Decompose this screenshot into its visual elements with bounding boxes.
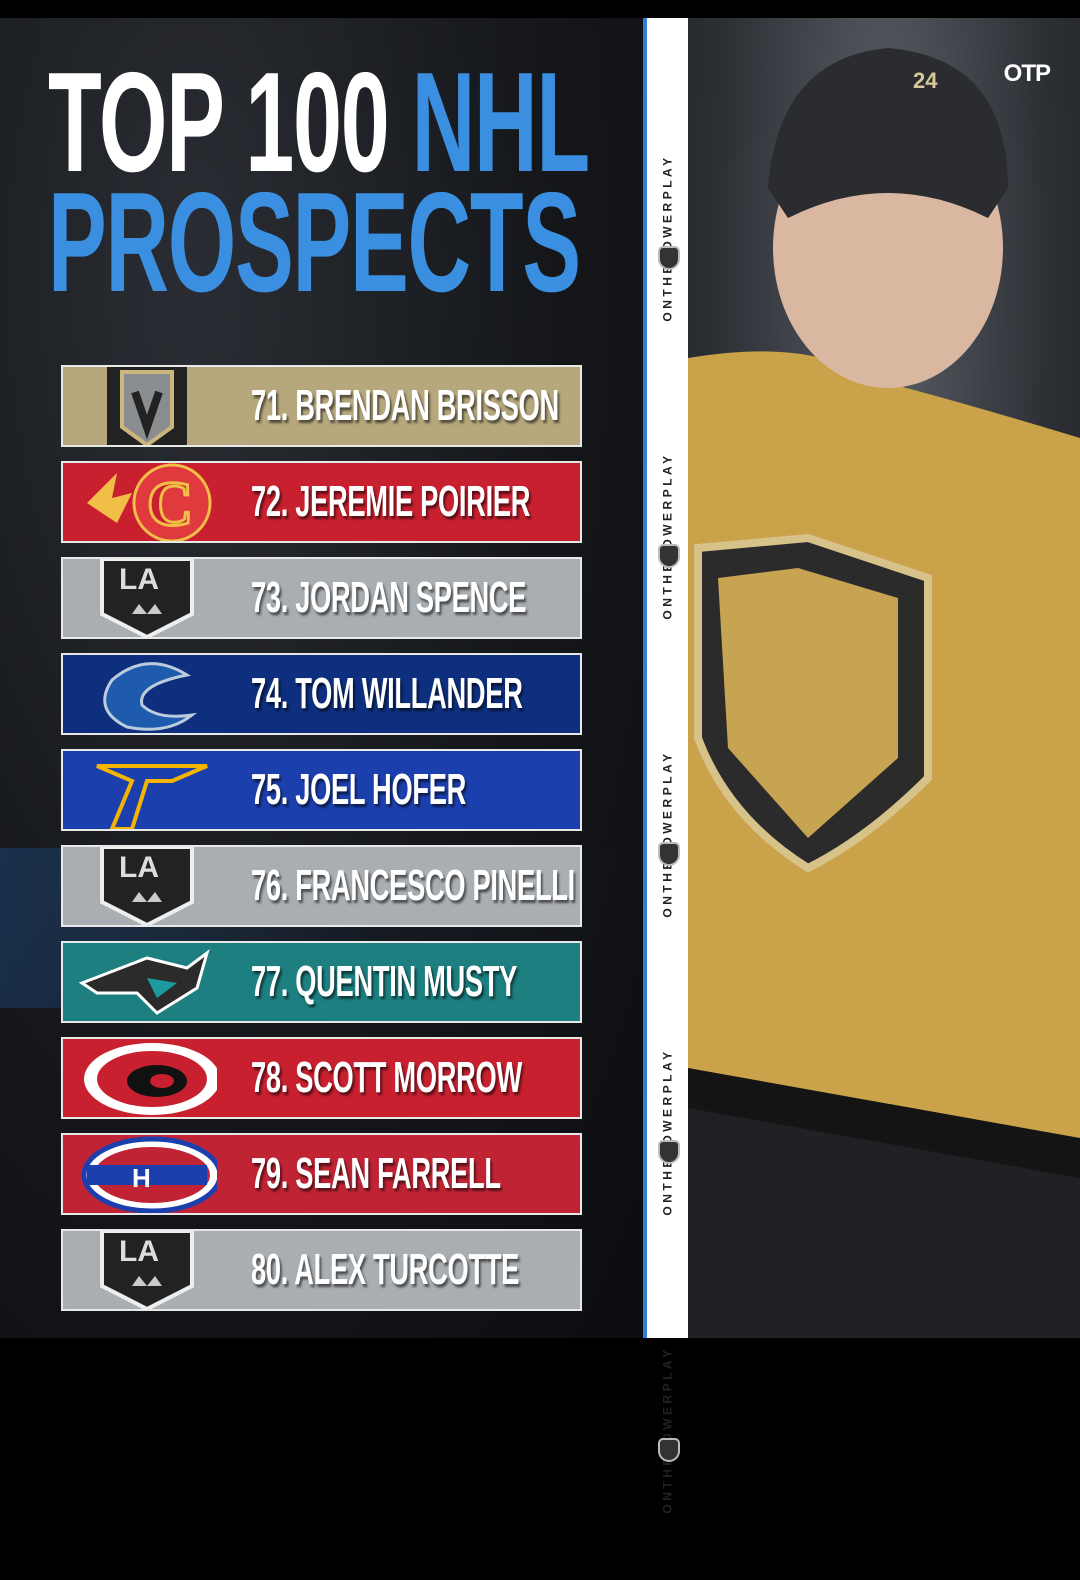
prospect-row: C 72. JEREMIE POIRIER [61,461,582,543]
nhl-shield-icon [658,544,680,568]
title-line-1: TOP 100 NHL [48,52,590,194]
prospect-row: 71. BRENDAN BRISSON [61,365,582,447]
prospect-row: LA 73. JORDAN SPENCE [61,557,582,639]
nhl-shield-icon [658,1140,680,1164]
prospect-name: 72. JEREMIE POIRIER [251,477,531,526]
strip-text: ONTHEPOWERPLAY [657,684,679,984]
svg-text:H: H [132,1163,151,1193]
strip-text: ONTHEPOWERPLAY [657,88,679,388]
prospect-row: 74. TOM WILLANDER [61,653,582,735]
vancouver-canucks-icon [63,655,231,733]
prospect-name: 78. SCOTT MORROW [251,1053,522,1102]
brand-strip: ONTHEPOWERPLAY ONTHEPOWERPLAY ONTHEPOWERPL… [643,18,688,1514]
los-angeles-kings-icon: LA [63,1231,231,1309]
strip-label: ONTHEPOWERPLAY [661,154,675,322]
carolina-hurricanes-icon [63,1039,231,1117]
montreal-canadiens-icon: H [63,1135,231,1213]
prospect-name: 74. TOM WILLANDER [251,669,523,718]
prospect-name: 73. JORDAN SPENCE [251,573,527,622]
player-illustration: 24 [688,48,1080,1338]
prospect-name: 76. FRANCESCO PINELLI [251,861,575,910]
prospect-row: 75. JOEL HOFER [61,749,582,831]
svg-text:24: 24 [913,68,938,93]
los-angeles-kings-icon: LA [63,559,231,637]
nhl-shield-icon [658,1438,680,1462]
prospect-row: LA 80. ALEX TURCOTTE [61,1229,582,1311]
otp-logo: OTP [1003,60,1051,87]
prospect-name: 79. SEAN FARRELL [251,1149,501,1198]
strip-label: ONTHEPOWERPLAY [661,1048,675,1216]
svg-text:C: C [147,468,193,539]
svg-text:LA: LA [119,851,159,884]
nhl-shield-icon [658,842,680,866]
strip-text: ONTHEPOWERPLAY [657,1280,679,1580]
vegas-golden-knights-icon [63,367,231,445]
prospect-name: 77. QUENTIN MUSTY [251,957,518,1006]
prospect-name: 71. BRENDAN BRISSON [251,381,559,430]
svg-text:LA: LA [119,1235,159,1268]
calgary-flames-icon: C [63,463,231,541]
prospect-row: LA 76. FRANCESCO PINELLI [61,845,582,927]
st-louis-blues-icon [63,751,231,829]
prospect-row: H 79. SEAN FARRELL [61,1133,582,1215]
prospect-row: 77. QUENTIN MUSTY [61,941,582,1023]
san-jose-sharks-icon [63,943,231,1021]
title-top-100: TOP 100 [48,43,390,202]
prospect-row: 78. SCOTT MORROW [61,1037,582,1119]
nhl-shield-icon [658,246,680,270]
strip-label: ONTHEPOWERPLAY [661,452,675,620]
prospect-name: 80. ALEX TURCOTTE [251,1245,520,1294]
strip-text: ONTHEPOWERPLAY [657,982,679,1282]
strip-text: ONTHEPOWERPLAY [657,386,679,686]
title-line-2: PROSPECTS [48,163,581,322]
svg-text:LA: LA [119,563,159,596]
los-angeles-kings-icon: LA [63,847,231,925]
prospect-name: 75. JOEL HOFER [251,765,466,814]
player-photo: 24 OTP [688,18,1080,1338]
strip-label: ONTHEPOWERPLAY [661,750,675,918]
strip-label: ONTHEPOWERPLAY [661,1346,675,1514]
title-nhl: NHL [411,43,590,202]
